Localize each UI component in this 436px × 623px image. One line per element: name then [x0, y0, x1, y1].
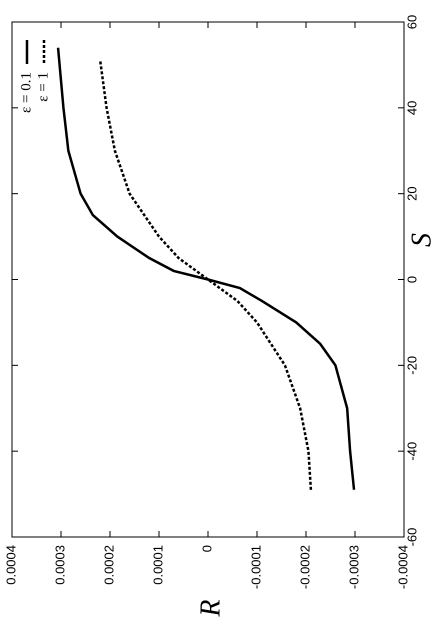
- legend-label: ε = 1: [35, 72, 51, 102]
- y-tick-label: 0: [199, 545, 214, 552]
- x-tick-label: -20: [404, 356, 419, 375]
- y-tick-label: 0.0001: [150, 545, 165, 585]
- series-line: [56, 47, 356, 490]
- x-tick-label: 40: [404, 101, 419, 115]
- y-tick-label: 0.0002: [101, 545, 116, 585]
- x-axis-label: S: [406, 233, 436, 247]
- x-tick-label: 60: [404, 15, 419, 29]
- series-line: [98, 60, 313, 490]
- y-tick-label: 0.0004: [3, 545, 18, 585]
- y-tick-label: -0.0004: [395, 545, 410, 589]
- y-tick-label: -0.0002: [297, 545, 312, 589]
- y-axis-label: R: [195, 599, 226, 617]
- y-tick-label: -0.0001: [248, 545, 263, 589]
- legend-label: ε = 0.1: [18, 72, 34, 113]
- x-tick-label: -40: [404, 442, 419, 461]
- y-tick-label: -0.0003: [346, 545, 361, 589]
- y-tick-label: 0.0003: [52, 545, 67, 585]
- x-tick-label: 20: [404, 186, 419, 200]
- x-tick-label: 0: [404, 276, 419, 283]
- x-tick-label: -60: [404, 528, 419, 547]
